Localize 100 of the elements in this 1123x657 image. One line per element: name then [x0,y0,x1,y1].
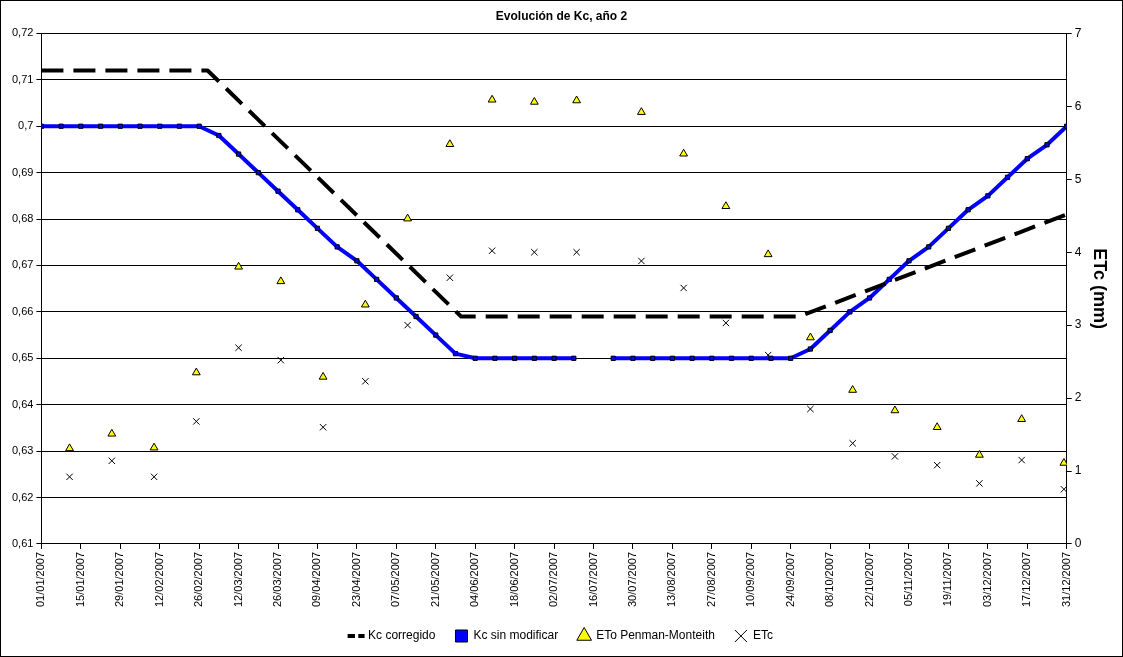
y-tick-label: 0,62 [11,490,34,503]
point [807,346,814,352]
x-tick-label: 23/04/2007 [349,551,362,608]
y2-tick-label: 6 [1074,98,1082,113]
point [235,151,242,157]
point [531,355,537,361]
point [157,123,163,129]
point [65,443,74,452]
point [975,479,984,488]
point [117,123,123,129]
x-tick-label: 22/10/2007 [862,551,875,608]
point [1059,457,1067,466]
y2-tick-label: 5 [1074,171,1082,186]
point [1060,485,1067,493]
y-tick-label: 0,65 [11,351,34,364]
point [827,327,833,334]
x-tick-label: 12/03/2007 [231,551,244,608]
y-tick-label: 0,72 [11,26,34,39]
point [433,332,439,338]
point [216,132,222,139]
x-tick-label: 03/12/2007 [980,551,993,608]
point [192,417,201,426]
point [137,123,143,129]
point [393,295,399,301]
point [314,225,321,231]
point [361,377,370,385]
x-tick-label: 10/09/2007 [744,551,757,608]
point [926,244,932,250]
point [891,452,899,461]
x-tick-label: 16/07/2007 [586,551,599,608]
point [806,405,815,413]
point [530,248,539,256]
point [637,257,646,265]
x-tick-label: 30/07/2007 [625,551,638,608]
legend-label: ETo Penman-Monteith [596,628,715,643]
y2-tick-label: 3 [1074,317,1082,332]
point [445,139,455,148]
point [551,355,557,361]
y-tick-label: 0,63 [11,444,34,457]
point [721,201,731,210]
point [334,244,340,250]
legend-label: Kc corregido [368,628,436,643]
point [403,321,412,329]
point [965,207,971,213]
point [176,123,183,129]
point [945,225,952,231]
point [234,261,243,270]
point [318,371,328,380]
x-tick-label: 31/12/2007 [1059,551,1072,608]
point [788,355,794,361]
x-tick-label: 05/11/2007 [902,551,915,607]
point [806,332,815,341]
point [492,355,498,361]
point [636,107,646,115]
point [512,355,518,361]
y2-tick-label: 0 [1074,536,1082,551]
point [452,351,459,357]
point [709,355,715,361]
x-tick-label: 27/08/2007 [704,551,717,608]
x-tick-label: 26/03/2007 [271,551,284,608]
point [848,439,857,447]
point [572,95,581,104]
point [1017,414,1027,422]
y2-axis-title: ETc (mm) [1090,248,1111,330]
point [906,258,912,264]
y-tick-label: 0,71 [11,72,34,85]
point [886,276,892,283]
point [866,295,873,301]
point [191,367,201,376]
point [277,356,285,364]
y-tick-label: 0,68 [11,212,34,225]
point [728,355,735,361]
point [65,473,74,481]
point [295,207,301,213]
point [446,274,454,282]
legend-label: ETc [752,628,773,643]
point [890,405,900,414]
point [630,355,636,361]
point [108,457,116,465]
point [768,355,774,361]
x-tick-label: 01/01/2007 [34,551,47,608]
point [679,284,688,292]
point [149,442,159,451]
point [610,355,616,361]
point [650,355,656,361]
x-tick-label: 17/12/2007 [1020,551,1033,608]
x-tick-label: 07/05/2007 [389,551,402,608]
point [275,188,281,194]
y2-tick-label: 4 [1074,244,1082,259]
x-tick-label: 29/01/2007 [113,551,126,608]
point [472,355,478,361]
y2-tick-label: 1 [1074,463,1082,478]
point [529,96,539,105]
x-tick-label: 13/08/2007 [665,551,678,608]
point [571,355,577,361]
x-tick-label: 08/10/2007 [823,551,836,608]
point [97,123,104,129]
chart-title: Evolución de Kc, año 2 [495,8,628,23]
point [354,258,360,264]
point [933,461,941,469]
